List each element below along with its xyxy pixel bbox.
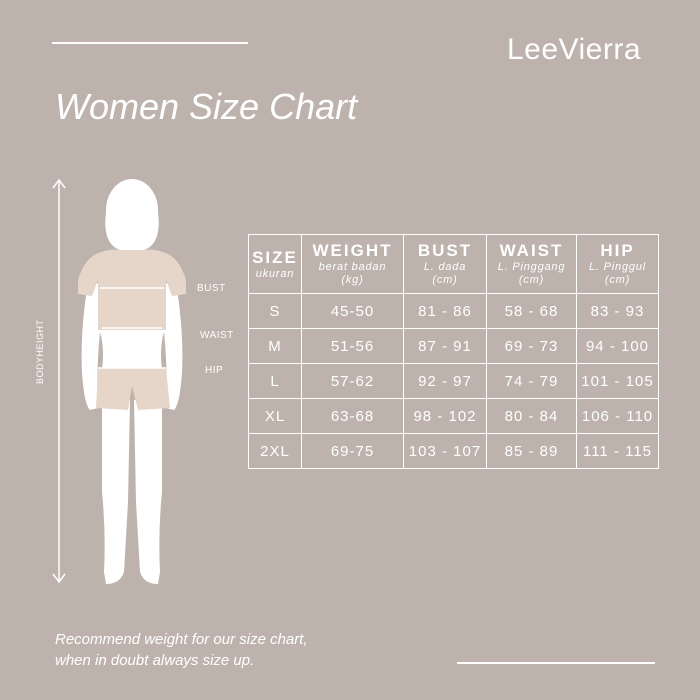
hip-cell: 111 - 115: [576, 433, 659, 469]
bust-cell: 92 - 97: [403, 363, 487, 399]
hip-cell: 106 - 110: [576, 398, 659, 434]
waist-cell: 69 - 73: [486, 328, 577, 364]
header-size: SIZE ukuran: [248, 234, 302, 294]
table-row: S 45-50 81 - 86 58 - 68 83 - 93: [248, 293, 659, 329]
note-line-1: Recommend weight for our size chart,: [55, 631, 308, 648]
bust-cell: 103 - 107: [403, 433, 487, 469]
weight-cell: 45-50: [301, 293, 404, 329]
size-cell: M: [248, 328, 302, 364]
brand-logo: LeeVierra: [507, 33, 642, 66]
weight-cell: 63-68: [301, 398, 404, 434]
weight-cell: 69-75: [301, 433, 404, 469]
header-waist: WAIST L. Pinggang (cm): [486, 234, 577, 294]
size-cell: L: [248, 363, 302, 399]
top-left-rule: [52, 42, 248, 44]
bottom-right-rule: [457, 662, 655, 664]
table-row: XL 63-68 98 - 102 80 - 84 106 - 110: [248, 398, 659, 434]
weight-cell: 51-56: [301, 328, 404, 364]
waist-cell: 58 - 68: [486, 293, 577, 329]
waist-cell: 85 - 89: [486, 433, 577, 469]
header-hip: HIP L. Pinggul (cm): [576, 234, 659, 294]
weight-cell: 57-62: [301, 363, 404, 399]
hip-cell: 83 - 93: [576, 293, 659, 329]
page-title: Women Size Chart: [55, 86, 358, 127]
table-row: L 57-62 92 - 97 74 - 79 101 - 105: [248, 363, 659, 399]
waist-cell: 80 - 84: [486, 398, 577, 434]
header-weight: WEIGHT berat badan (kg): [301, 234, 404, 294]
header-row: SIZE ukuran WEIGHT berat badan (kg) BUST L.…: [248, 234, 659, 294]
table-row: 2XL 69-75 103 - 107 85 - 89 111 - 115: [248, 433, 659, 469]
waist-label: WAIST: [200, 330, 234, 341]
bust-cell: 98 - 102: [403, 398, 487, 434]
bust-cell: 81 - 86: [403, 293, 487, 329]
bust-label: BUST: [197, 283, 226, 294]
size-cell: S: [248, 293, 302, 329]
size-note: Recommend weight for our size chart, whe…: [55, 629, 308, 671]
size-cell: 2XL: [248, 433, 302, 469]
bodyheight-label: BODYHEIGHT: [35, 319, 45, 384]
size-cell: XL: [248, 398, 302, 434]
waist-cell: 74 - 79: [486, 363, 577, 399]
header-bust: BUST L. dada (cm): [403, 234, 487, 294]
bust-cell: 87 - 91: [403, 328, 487, 364]
table-row: M 51-56 87 - 91 69 - 73 94 - 100: [248, 328, 659, 364]
body-figure-illustration: [52, 178, 186, 584]
hip-cell: 94 - 100: [576, 328, 659, 364]
hip-cell: 101 - 105: [576, 363, 659, 399]
size-table: SIZE ukuran WEIGHT berat badan (kg) BUST L.…: [248, 234, 659, 469]
note-line-2: when in doubt always size up.: [55, 652, 255, 669]
hip-label: HIP: [205, 365, 224, 376]
